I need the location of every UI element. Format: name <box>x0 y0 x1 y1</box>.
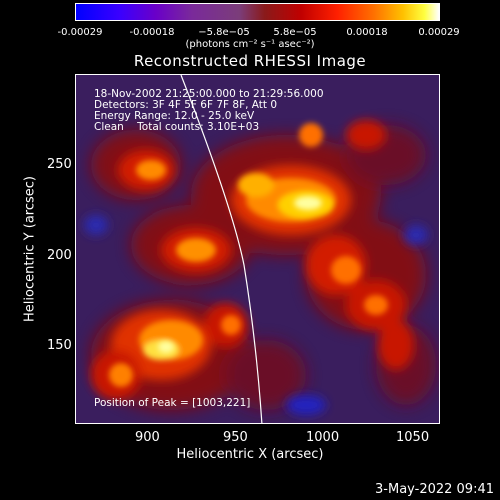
x-tick-label: 950 <box>223 430 248 445</box>
info-time-range: 18-Nov-2002 21:25:00.000 to 21:29:56.000 <box>94 88 324 100</box>
colorbar-tick: 0.00018 <box>346 27 388 38</box>
colorbar-tick: −5.8e−05 <box>198 27 250 38</box>
y-axis-label: Heliocentric Y (arcsec) <box>22 176 38 322</box>
colorbar-tick: 0.00029 <box>418 27 460 38</box>
colorbar-tick: -0.00029 <box>57 27 103 38</box>
x-tick-label: 1050 <box>396 430 430 445</box>
render-timestamp: 3-May-2022 09:41 <box>375 482 494 497</box>
colorbar-tick: 5.8e−05 <box>273 27 317 38</box>
x-axis-label: Heliocentric X (arcsec) <box>176 447 324 462</box>
x-tick-label: 1000 <box>306 430 340 445</box>
info-energy-range: Energy Range: 12.0 - 25.0 keV <box>94 110 255 122</box>
image-title: Reconstructed RHESSI Image <box>133 52 367 70</box>
colorbar-tick: -0.00018 <box>129 27 175 38</box>
y-tick-label: 250 <box>47 157 72 172</box>
info-detectors: Detectors: 3F 4F 5F 6F 7F 8F, Att 0 <box>94 99 278 111</box>
y-tick-label: 200 <box>47 248 72 263</box>
colorbar-units: (photons cm⁻² s⁻¹ asec⁻²) <box>185 39 315 50</box>
info-clean-counts: Clean Total counts: 3.10E+03 <box>94 121 260 133</box>
rhessi-image <box>76 75 439 423</box>
x-tick-label: 900 <box>135 430 160 445</box>
solar-limb-curve <box>180 75 263 423</box>
y-tick-label: 150 <box>47 338 72 353</box>
rhessi-image-plot: 18-Nov-2002 21:25:00.000 to 21:29:56.000… <box>75 74 440 424</box>
colorbar <box>75 3 440 21</box>
info-peak-position: Position of Peak = [1003,221] <box>94 397 251 409</box>
